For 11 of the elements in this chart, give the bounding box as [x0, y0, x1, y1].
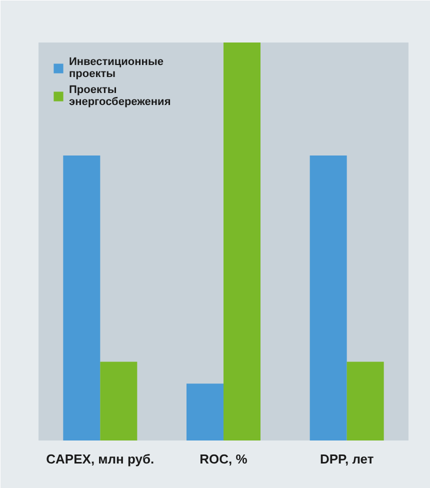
bar	[346, 362, 384, 440]
legend-label: Инвестиционные проекты	[69, 56, 164, 80]
legend-label: Проекты энергосбережения	[69, 84, 171, 108]
bar	[224, 42, 260, 440]
bar	[63, 156, 100, 440]
x-tick-label: ROC, %	[200, 452, 248, 466]
bar	[100, 362, 138, 440]
x-tick-label: CAPEX, млн руб.	[46, 452, 154, 466]
bar	[186, 384, 224, 440]
x-tick-label: DPP, лет	[320, 452, 374, 466]
bar	[310, 156, 347, 440]
